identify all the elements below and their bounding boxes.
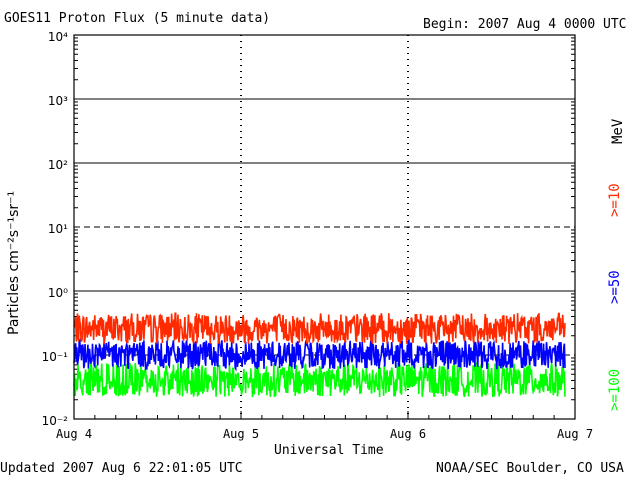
x-axis-label: Universal Time — [274, 443, 384, 458]
y-tick-label: 10⁰ — [48, 286, 68, 300]
y-tick-label: 10⁴ — [48, 30, 68, 44]
source-credit: NOAA/SEC Boulder, CO USA — [436, 461, 624, 476]
y-tick-label: 10⁻² — [42, 414, 69, 428]
y-tick-label: 10² — [48, 158, 68, 172]
legend-series-10: >=10 — [607, 183, 623, 217]
y-axis-label: Particles cm⁻²s⁻¹sr⁻¹ — [6, 190, 22, 335]
chart-title: GOES11 Proton Flux (5 minute data) — [4, 11, 271, 26]
legend-series-100: >=100 — [607, 368, 623, 411]
plot-frame — [73, 34, 576, 420]
x-tick-label: Aug 7 — [557, 427, 593, 441]
x-tick-label: Aug 5 — [223, 427, 259, 441]
legend-unit: MeV — [610, 118, 626, 144]
x-tick-label: Aug 4 — [56, 427, 92, 441]
series-line-1 — [73, 338, 566, 372]
series-line-0 — [73, 312, 566, 345]
y-tick-label: 10⁻¹ — [42, 350, 69, 364]
y-tick-label: 10¹ — [48, 222, 68, 236]
updated-timestamp: Updated 2007 Aug 6 22:01:05 UTC — [0, 461, 243, 476]
y-tick-label: 10³ — [48, 94, 68, 108]
legend-series-50: >=50 — [607, 270, 623, 304]
series-line-2 — [73, 360, 566, 398]
begin-time: Begin: 2007 Aug 4 0000 UTC — [423, 17, 627, 32]
x-tick-label: Aug 6 — [390, 427, 426, 441]
